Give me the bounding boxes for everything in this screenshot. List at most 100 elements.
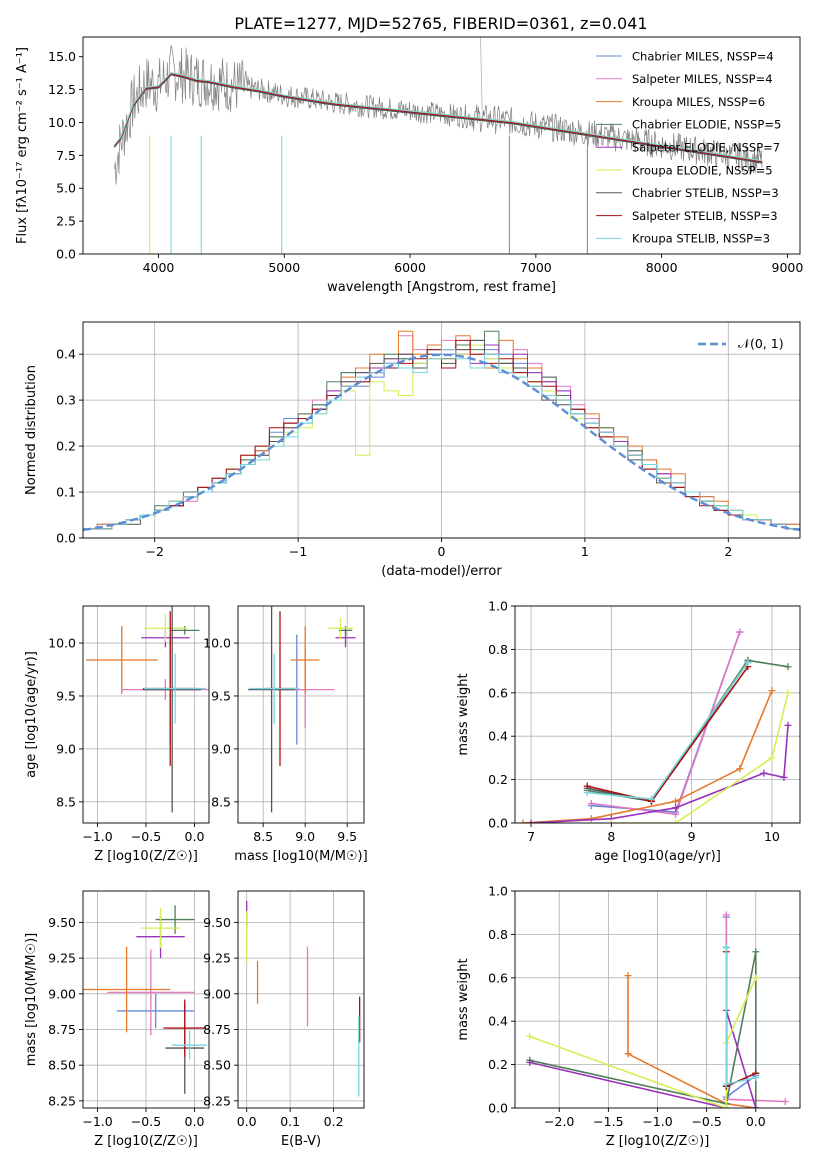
model-line: [114, 74, 763, 164]
mass-weight-line: [725, 947, 757, 1088]
point-marker: [722, 911, 730, 919]
y-tick-label: 0.8: [488, 642, 508, 657]
y-axis-label: mass weight: [456, 958, 471, 1040]
x-tick-label: 8000: [646, 260, 678, 275]
point-marker: [722, 943, 730, 951]
y-tick-label: 9.25: [48, 951, 76, 966]
x-tick-label: 8.5: [253, 829, 273, 844]
x-tick-label: 0.0: [185, 829, 205, 844]
panel-5: 7 8 9 10 0.0 0.2 0.4 0.6 0.8 1.0 age [log10(age/yr…: [456, 599, 801, 864]
y-tick-label: 0.6: [488, 970, 508, 985]
y-tick-label: 9.0: [56, 741, 76, 756]
y-tick-label: 0.2: [488, 1057, 508, 1072]
y-tick-label: 0.4: [488, 1014, 508, 1029]
x-tick-label: 9000: [772, 260, 804, 275]
point-marker: [780, 773, 788, 781]
panel-8: −2.0 −1.5 −1.0 −0.5 0.0 0.0 0.2 0.4 0.6 0.8 1.0 Z […: [456, 884, 801, 1149]
x-tick-label: 0.2: [324, 1114, 344, 1129]
y-tick-label: 8.25: [203, 1093, 231, 1108]
y-tick-label: 5.0: [56, 181, 76, 196]
x-tick-label: 2: [724, 544, 732, 559]
x-axis-label: mass [log10(M/M☉)]: [234, 849, 367, 864]
mass-weight-line: [591, 631, 741, 813]
point-marker: [760, 769, 768, 777]
y-tick-label: 8.75: [48, 1022, 76, 1037]
point-marker: [647, 795, 655, 803]
x-tick-label: −1.5: [593, 1114, 623, 1129]
panel-3: −1.0 −0.5 0.0 8.5 9.0 9.5 10.0 Z [log10(Z/Z☉)] a…: [24, 605, 210, 864]
point-marker: [781, 1097, 789, 1105]
y-tick-label: 0.0: [488, 1101, 508, 1116]
y-tick-label: 9.00: [48, 986, 76, 1001]
point-marker: [672, 810, 680, 818]
legend-label: Chabrier MILES, NSSP=4: [632, 49, 774, 63]
point-marker: [752, 1104, 760, 1108]
point-marker: [784, 689, 792, 697]
x-axis-label: E(B-V): [281, 1134, 321, 1149]
y-tick-label: 10.0: [48, 115, 76, 130]
y-tick-label: 9.0: [211, 741, 231, 756]
x-tick-label: −2: [145, 544, 163, 559]
mass-weight-line: [611, 692, 789, 823]
x-tick-label: 0.1: [280, 1114, 300, 1129]
x-tick-label: −0.5: [131, 829, 161, 844]
y-tick-label: 0.6: [488, 685, 508, 700]
y-tick-label: 8.5: [211, 794, 231, 809]
plot-area: [526, 911, 789, 1108]
legend-label: Kroupa MILES, NSSP=6: [632, 95, 765, 109]
y-tick-label: 8.50: [48, 1058, 76, 1073]
y-axis-label: Flux [fλ10⁻¹⁷ erg cm⁻² s⁻¹ A⁻¹]: [15, 47, 30, 244]
x-tick-label: 5000: [268, 260, 300, 275]
y-tick-label: 15.0: [48, 49, 76, 64]
y-tick-label: 0.3: [56, 393, 76, 408]
mass-weight-line: [725, 917, 757, 1099]
y-tick-label: 0.8: [488, 927, 508, 942]
point-marker: [736, 628, 744, 636]
panel-2: −2 −1 0 1 2 0.0 0.1 0.2 0.3 0.4 (data-model)/error…: [24, 321, 801, 579]
plot-area: [246, 900, 361, 1097]
y-tick-label: 0.4: [488, 729, 508, 744]
point-marker: [672, 804, 680, 812]
point-marker: [583, 782, 591, 790]
x-tick-label: −0.5: [691, 1114, 721, 1129]
y-tick-label: 9.5: [56, 688, 76, 703]
y-tick-label: 1.0: [488, 599, 508, 614]
y-axis-label: age [log10(age/yr)]: [24, 651, 39, 778]
mass-weight-line: [529, 1010, 757, 1108]
x-axis-label: (data-model)/error: [381, 564, 502, 579]
y-tick-label: 10.0: [203, 636, 231, 651]
point-marker: [722, 1080, 730, 1088]
normal-curve: [83, 353, 800, 532]
y-axis-label: mass weight: [456, 673, 471, 755]
point-marker: [672, 797, 680, 805]
plot-area: [85, 606, 209, 813]
legend-label: 𝒩(0, 1): [738, 336, 784, 351]
y-tick-label: 0.1: [56, 485, 76, 500]
axes-frame: [82, 36, 801, 255]
x-tick-label: 6000: [394, 260, 426, 275]
y-tick-label: 12.5: [48, 82, 76, 97]
point-marker: [587, 815, 595, 823]
axes-frame: [237, 890, 365, 1109]
axes-frame: [514, 605, 801, 824]
plot-area: [519, 628, 792, 823]
panel-4: 8.5 9.0 9.5 8.5 9.0 9.5 10.0 mass [log10(M/M☉)]: [203, 605, 368, 864]
legend-label: Kroupa STELIB, NSSP=3: [632, 232, 770, 246]
legend-label: Salpeter STELIB, NSSP=3: [632, 209, 778, 223]
x-tick-label: −1.0: [642, 1114, 672, 1129]
x-tick-label: −1: [289, 544, 307, 559]
point-marker: [752, 1074, 760, 1082]
point-marker: [624, 972, 632, 980]
y-tick-label: 0.4: [56, 347, 76, 362]
y-tick-label: 2.5: [56, 214, 76, 229]
mass-weight-line: [627, 975, 756, 1108]
mass-weight-line: [591, 631, 741, 816]
legend-label: Chabrier ELODIE, NSSP=5: [632, 118, 781, 132]
y-tick-label: 8.50: [203, 1058, 231, 1073]
plot-area: [248, 606, 356, 813]
point-marker: [587, 799, 595, 807]
x-axis-label: Z [log10(Z/Z☉)]: [94, 849, 198, 864]
y-axis-label: mass [log10(M/M☉)]: [24, 933, 39, 1066]
plot-area: [83, 330, 800, 532]
